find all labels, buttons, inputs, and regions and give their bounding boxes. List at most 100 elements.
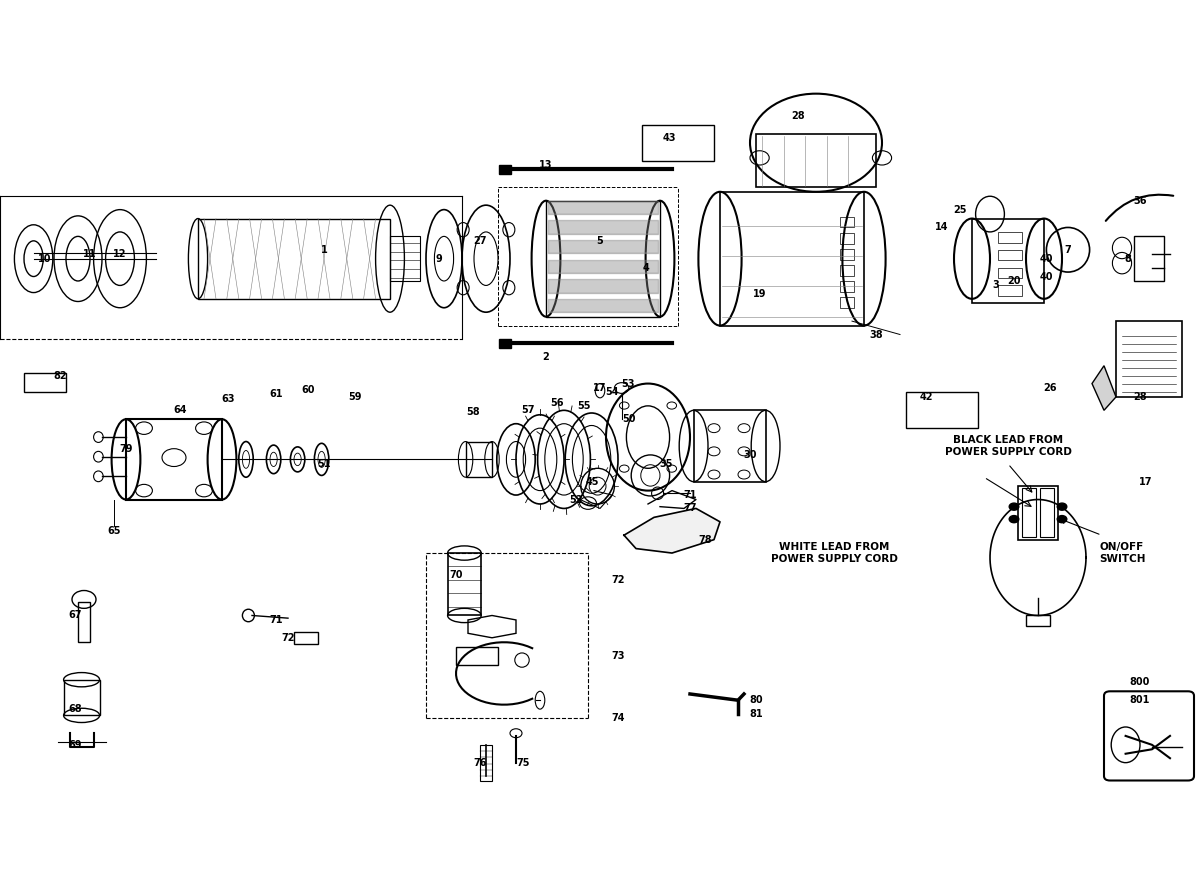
Text: 67: 67 xyxy=(68,610,83,621)
Bar xyxy=(1116,321,1182,397)
Text: 72: 72 xyxy=(281,632,295,643)
Text: 58: 58 xyxy=(466,407,480,417)
Text: 40: 40 xyxy=(1039,253,1054,264)
Bar xyxy=(906,392,978,428)
Text: 28: 28 xyxy=(791,111,805,121)
Bar xyxy=(78,602,90,642)
Bar xyxy=(390,236,420,281)
Text: 5: 5 xyxy=(596,235,604,246)
Bar xyxy=(1040,488,1054,537)
Text: 60: 60 xyxy=(301,384,316,395)
Text: 77: 77 xyxy=(683,503,697,514)
Text: 28: 28 xyxy=(1133,392,1147,402)
Text: 2: 2 xyxy=(542,351,550,362)
Text: 63: 63 xyxy=(221,393,235,404)
Bar xyxy=(499,339,511,348)
Text: 80: 80 xyxy=(749,695,763,706)
Text: 36: 36 xyxy=(1133,195,1147,206)
Text: 61: 61 xyxy=(269,389,283,400)
Bar xyxy=(198,219,390,299)
Text: WHITE LEAD FROM
POWER SUPPLY CORD: WHITE LEAD FROM POWER SUPPLY CORD xyxy=(770,542,898,564)
Text: 8: 8 xyxy=(1124,253,1132,264)
Text: 69: 69 xyxy=(68,739,83,750)
Bar xyxy=(499,165,511,174)
Bar xyxy=(998,285,1022,296)
Bar xyxy=(24,373,66,392)
Text: 9: 9 xyxy=(436,253,443,264)
Text: 27: 27 xyxy=(473,235,487,246)
Bar xyxy=(480,745,492,780)
Bar xyxy=(840,265,854,276)
Bar xyxy=(998,268,1022,278)
Text: 30: 30 xyxy=(743,450,757,460)
Text: 79: 79 xyxy=(119,443,133,454)
Ellipse shape xyxy=(1009,503,1019,510)
Text: 75: 75 xyxy=(516,757,530,768)
Text: 43: 43 xyxy=(662,133,677,144)
Text: 4: 4 xyxy=(642,262,649,273)
Text: 65: 65 xyxy=(107,525,121,536)
Text: 35: 35 xyxy=(659,458,673,469)
Bar xyxy=(642,125,714,161)
Polygon shape xyxy=(1092,366,1116,410)
Text: 7: 7 xyxy=(1064,244,1072,255)
Bar xyxy=(294,632,318,644)
Text: 20: 20 xyxy=(1007,276,1021,286)
Text: 17: 17 xyxy=(1139,476,1153,487)
Ellipse shape xyxy=(1057,516,1067,523)
Text: 72: 72 xyxy=(611,574,625,585)
Text: 13: 13 xyxy=(539,160,553,170)
Text: 801: 801 xyxy=(1130,695,1150,706)
Bar xyxy=(840,281,854,292)
Bar xyxy=(840,249,854,260)
Bar xyxy=(694,410,766,482)
Text: 68: 68 xyxy=(68,704,83,714)
Bar xyxy=(1134,236,1164,281)
Text: 71: 71 xyxy=(269,615,283,625)
Text: ON/OFF
SWITCH: ON/OFF SWITCH xyxy=(1099,542,1145,564)
Text: 45: 45 xyxy=(586,476,600,487)
Text: 17: 17 xyxy=(593,383,607,393)
Text: 76: 76 xyxy=(473,757,487,768)
Text: 70: 70 xyxy=(449,570,463,581)
Bar xyxy=(126,419,222,500)
Text: 57: 57 xyxy=(521,405,535,416)
Ellipse shape xyxy=(1009,516,1019,523)
Text: 26: 26 xyxy=(1043,383,1057,393)
Text: 55: 55 xyxy=(577,401,592,411)
Bar xyxy=(720,192,864,326)
Bar xyxy=(1018,486,1058,540)
Text: 50: 50 xyxy=(622,414,636,425)
Bar xyxy=(546,201,660,317)
Text: 74: 74 xyxy=(611,713,625,723)
Bar xyxy=(64,680,100,715)
Bar xyxy=(756,134,876,187)
Text: 25: 25 xyxy=(953,204,967,215)
Text: BLACK LEAD FROM
POWER SUPPLY CORD: BLACK LEAD FROM POWER SUPPLY CORD xyxy=(944,435,1072,457)
Bar xyxy=(972,219,1044,303)
Text: 800: 800 xyxy=(1130,677,1150,688)
Text: 40: 40 xyxy=(1039,271,1054,282)
Text: 56: 56 xyxy=(550,398,564,409)
Text: 19: 19 xyxy=(752,289,767,300)
Ellipse shape xyxy=(1057,503,1067,510)
Bar xyxy=(456,647,498,665)
Text: 14: 14 xyxy=(935,222,949,233)
Text: 1: 1 xyxy=(320,244,328,255)
Text: 59: 59 xyxy=(348,392,362,402)
Text: 3: 3 xyxy=(992,280,1000,291)
Bar xyxy=(840,233,854,244)
Text: 71: 71 xyxy=(683,490,697,500)
Text: 78: 78 xyxy=(698,534,713,545)
Text: 54: 54 xyxy=(605,387,619,398)
Text: 42: 42 xyxy=(919,392,934,402)
Text: 12: 12 xyxy=(113,249,127,260)
Bar xyxy=(840,217,854,227)
Bar xyxy=(1022,488,1036,537)
Text: 52: 52 xyxy=(569,494,583,505)
Bar xyxy=(998,250,1022,260)
Text: 51: 51 xyxy=(317,458,331,469)
Bar xyxy=(448,553,481,615)
Bar xyxy=(840,297,854,308)
Bar xyxy=(998,232,1022,243)
